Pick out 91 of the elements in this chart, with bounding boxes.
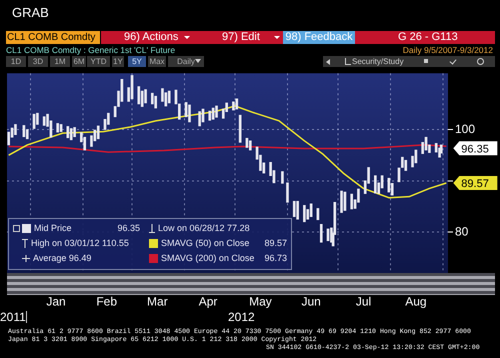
bar [303,205,306,222]
text: CL1 COMB Comdty [6,31,100,44]
bar [215,106,218,118]
annotation: Low on 06/28/12 77.28 [158,222,250,235]
text: Max [148,56,166,67]
bar [73,127,76,138]
bar [66,126,70,138]
bar [440,144,443,154]
text: 98) Feedback [283,31,355,44]
bar [292,200,296,217]
text: GRAB [12,5,49,20]
chart-subtitle: Daily 9/5/2007-9/3/2012 [402,45,493,55]
bar [320,224,323,243]
bar [388,178,390,192]
text: YTD [87,56,110,67]
bar [198,111,201,126]
text: 3D [28,56,48,67]
bar [26,129,29,140]
bar [202,108,204,122]
bar [83,136,86,150]
bar [246,138,248,148]
bar [32,114,36,129]
annotation: 96.35 [117,222,140,235]
bar [208,110,212,121]
annotation: High on 03/01/12 110.55 [31,237,129,250]
bar [22,125,26,138]
bar [350,194,354,210]
bar [316,208,320,220]
bar [286,182,289,203]
chart-title: CL1 COMB Comdty : Generic 1st 'CL' Future [6,45,176,55]
bar [70,128,73,140]
annotation: Average 96.49 [33,252,92,265]
bar [130,75,134,100]
bar [14,124,17,136]
legend-label: SMAVG (200) on Close [161,252,254,265]
text: 2012 [228,310,255,324]
bar [36,112,39,125]
bar [248,140,252,150]
text: 6M [72,56,86,67]
bar [310,204,312,217]
bar [238,114,242,143]
bar [212,108,214,120]
text: 1M [50,56,70,67]
x-tick-label: Jan [46,294,66,309]
legend-label: SMAVG (50) on Close [161,237,250,250]
bar [281,171,284,184]
annotation: 96.35 [461,143,489,156]
bar [144,89,147,104]
bar [340,190,343,213]
legend-label: Mid Price [34,222,72,235]
x-tick-label: Jun [301,294,321,309]
bar [235,98,238,110]
x-tick-label: Jul [356,294,372,309]
y-tick-label: 100 [455,122,476,136]
x-tick-label: Aug [405,294,427,309]
bar [7,132,10,146]
bar [188,104,191,122]
bar [404,160,408,171]
bar [296,200,299,220]
bar [42,116,46,126]
x-tick-label: May [249,294,272,309]
bar [374,175,377,194]
y-tick-label: 80 [455,224,469,238]
annotation: 96.73 [264,252,287,265]
bar [414,150,418,164]
bar [137,86,140,104]
bar [60,124,62,132]
x-tick-label: Feb [96,294,118,309]
text: 5Y [128,56,146,67]
text: 1Y [112,56,124,67]
text: 96) Actions [124,31,178,44]
bar [150,92,154,104]
bar [96,126,100,140]
x-tick-label: Mar [147,294,168,309]
bar [168,90,171,104]
text: Security/Study [352,56,404,67]
text: 97) Edit [222,31,260,44]
bar [232,102,235,110]
text: 2011 [0,310,26,324]
text: Daily [168,56,204,67]
text: 1D [6,56,26,67]
annotation: 89.57 [264,237,287,250]
bar [164,92,168,106]
bar [154,96,158,108]
bar [424,136,428,150]
x-tick-label: Apr [198,294,218,309]
annotation: 89.57 [461,178,489,190]
bar [326,228,330,242]
bar [56,123,60,132]
text: G 26 - G113 [398,31,458,44]
bar [344,192,346,211]
